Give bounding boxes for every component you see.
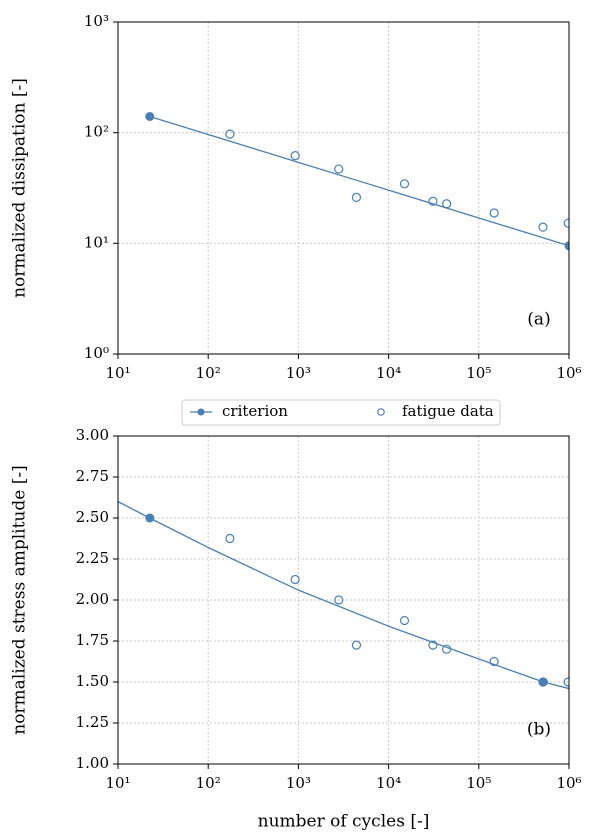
data-point <box>563 677 569 687</box>
legend-label: fatigue data <box>402 402 494 420</box>
x-tick-label: 10⁶ <box>556 364 581 382</box>
y-tick-label: 2.25 <box>76 549 109 567</box>
x-tick-label: 10⁴ <box>376 774 401 792</box>
y-tick-label: 1.50 <box>76 672 109 690</box>
x-tick-label: 10¹ <box>105 364 130 382</box>
x-tick-label: 10⁵ <box>466 364 491 382</box>
y-tick-label: 2.00 <box>76 590 109 608</box>
criterion-point <box>145 513 155 523</box>
x-tick-label: 10³ <box>286 774 311 792</box>
x-tick-label: 10³ <box>286 364 311 382</box>
data-point <box>428 196 438 206</box>
data-point <box>225 129 235 139</box>
y-tick-label: 3.00 <box>76 426 109 444</box>
y-tick-label: 2.50 <box>76 508 109 526</box>
data-point <box>334 595 344 605</box>
x-tick-label: 10² <box>196 364 221 382</box>
y-tick-label: 10¹ <box>84 233 109 251</box>
axes-frame <box>117 21 570 355</box>
criterion-line <box>118 501 569 690</box>
y-tick-label: 1.25 <box>76 713 109 731</box>
criterion-point <box>538 677 548 687</box>
x-axis-label: number of cycles [-] <box>258 812 430 832</box>
data-point <box>538 222 548 232</box>
criterion-point <box>145 111 155 121</box>
annotation: (b) <box>527 720 551 740</box>
legend-marker <box>197 408 205 416</box>
axes-frame <box>117 435 570 765</box>
x-tick-label: 10⁶ <box>556 774 581 792</box>
y-tick-label: 10⁰ <box>84 344 109 362</box>
data-point <box>538 677 548 687</box>
y-axis-label: normalized dissipation [-] <box>10 78 30 298</box>
data-point <box>399 615 410 626</box>
data-point <box>428 640 438 650</box>
legend-marker <box>377 408 385 416</box>
data-point <box>489 208 499 218</box>
y-tick-label: 1.00 <box>76 754 109 772</box>
x-tick-label: 10² <box>196 774 221 792</box>
y-tick-label: 2.75 <box>76 467 109 485</box>
data-point <box>351 640 362 650</box>
y-tick-label: 10³ <box>84 12 109 30</box>
data-point <box>399 179 410 189</box>
data-point <box>351 192 362 203</box>
x-tick-label: 10⁴ <box>376 364 401 382</box>
data-point <box>290 151 300 161</box>
y-tick-label: 1.75 <box>76 631 109 649</box>
x-tick-label: 10⁵ <box>466 774 491 792</box>
legend-box <box>181 399 501 426</box>
criterion-point <box>564 241 569 251</box>
data-point <box>442 644 452 654</box>
data-point <box>334 164 344 174</box>
data-point <box>489 656 499 667</box>
criterion-line <box>149 115 569 247</box>
annotation: (a) <box>527 310 550 330</box>
plot-area <box>118 501 569 690</box>
y-axis-label: normalized stress amplitude [-] <box>10 465 30 735</box>
legend-label: criterion <box>222 402 288 420</box>
y-tick-label: 10² <box>84 123 109 141</box>
x-tick-label: 10¹ <box>105 774 130 792</box>
data-point <box>225 533 235 544</box>
plot-area <box>145 111 569 251</box>
data-point <box>290 574 300 585</box>
data-point <box>563 218 569 228</box>
data-point <box>442 199 452 209</box>
